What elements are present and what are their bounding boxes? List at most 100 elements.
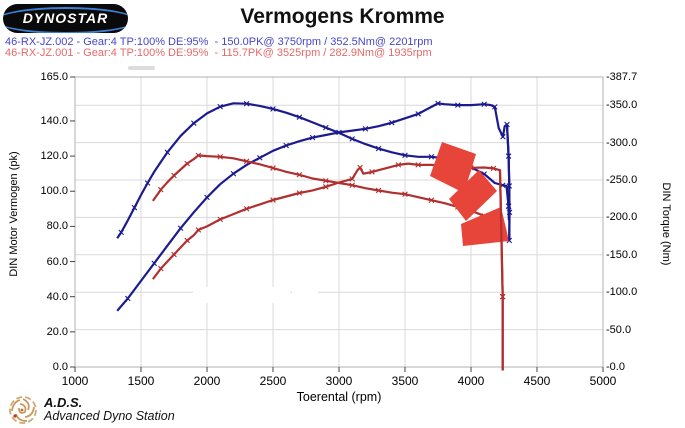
curve-marker-0 (323, 124, 329, 131)
curve-marker-1 (309, 134, 316, 141)
curve-marker-1 (491, 104, 498, 110)
y-tick-label-left: 0.0 (52, 361, 68, 373)
curve-marker-2 (323, 177, 329, 184)
y-tick-label-left: 140.0 (40, 114, 68, 127)
curve-marker-0 (375, 145, 382, 152)
y-axis-label-right: DIN Torque (Nm) (660, 182, 672, 266)
y-tick-label-left: 80.0 (46, 220, 68, 233)
curve-tail-marker-1 (505, 153, 512, 159)
x-tick-label: 2500 (259, 374, 287, 388)
y-tick-label-right: -100.0 (606, 286, 638, 299)
run-summary-001: 46-RX-JZ.001 - Gear:4 TP:100% DE:95% - 1… (5, 47, 432, 59)
curve-marker-1 (481, 101, 487, 108)
curve-marker-0 (118, 229, 124, 236)
x-tick-label: 2000 (193, 374, 221, 388)
dynostar-logo-text: DYNOSTAR (22, 10, 109, 26)
ads-full-name: Advanced Dyno Station (44, 409, 175, 423)
y-tick-label-right: -0.0 (606, 361, 625, 373)
y-tick-label-right: -200.0 (606, 211, 638, 224)
curve-marker-2 (171, 172, 177, 179)
curve-marker-0 (296, 114, 303, 120)
curve-marker-3 (217, 216, 223, 223)
curve-marker-1 (500, 133, 506, 140)
ads-swirl-icon (9, 396, 37, 424)
curve-marker-0 (144, 180, 151, 186)
x-tick-label: 4500 (523, 374, 551, 388)
y-tick-label-right: -350.0 (606, 99, 638, 112)
curve-marker-0 (164, 149, 171, 156)
curve-marker-3 (349, 176, 355, 182)
curve-marker-3 (184, 237, 190, 244)
curve-3 (152, 162, 504, 371)
curve-marker-2 (402, 191, 408, 198)
y-tick-label-right: -387.7 (606, 71, 638, 83)
curve-tail-3 (498, 170, 504, 371)
curve-marker-2 (217, 154, 223, 160)
curve-marker-2 (270, 165, 276, 171)
curve-marker-3 (195, 227, 202, 233)
page-title: Vermogens Kromme (240, 5, 445, 28)
curve-marker-1 (435, 100, 441, 107)
white-watermark-blob (352, 271, 392, 281)
curve-marker-1 (204, 194, 210, 201)
dynostar-logo: DYNOSTAR (3, 4, 128, 33)
curve-marker-3 (270, 197, 276, 203)
dynostar-arrow-watermark (461, 207, 509, 246)
curve-marker-1 (504, 121, 510, 128)
x-tick-label: 5000 (589, 374, 617, 388)
curve-1 (116, 102, 511, 312)
curve-marker-0 (217, 103, 223, 110)
x-tick-label: 1000 (61, 374, 89, 388)
y-tick-label-left: 100.0 (40, 185, 68, 198)
curve-marker-1 (336, 129, 342, 136)
curve-marker-2 (375, 187, 382, 194)
dynostar-arrow-watermark (430, 142, 476, 193)
curve-marker-3 (490, 165, 497, 172)
y-tick-label-left: 60.0 (46, 255, 68, 268)
curve-marker-2 (195, 152, 202, 159)
curve-marker-1 (362, 126, 369, 132)
curve-tail-marker-3 (499, 293, 506, 300)
y-axis-label-left: DIN Motor Vermogen (pk) (8, 151, 20, 277)
y-tick-label-left: 40.0 (46, 290, 68, 303)
x-tick-label: 3500 (391, 374, 419, 388)
curve-marker-0 (131, 204, 138, 211)
curve-marker-3 (357, 164, 363, 171)
y-tick-label-right: -300.0 (606, 136, 638, 149)
curve-marker-3 (395, 162, 402, 168)
curve-marker-3 (296, 190, 303, 196)
y-tick-label-left: 120.0 (40, 150, 68, 163)
curve-marker-2 (243, 158, 250, 165)
curve-marker-3 (369, 169, 375, 175)
curve-marker-1 (125, 295, 131, 302)
curve-marker-1 (389, 119, 395, 126)
curve-marker-1 (257, 155, 263, 161)
y-tick-label-left: 20.0 (46, 325, 68, 338)
dynostar-logo-ellipse (3, 7, 128, 33)
curve-marker-0 (428, 154, 435, 160)
curve-marker-2 (158, 186, 164, 193)
curve-marker-0 (402, 152, 408, 159)
curve-marker-3 (323, 184, 329, 190)
curve-marker-1 (230, 170, 237, 177)
curve-marker-1 (415, 111, 421, 117)
curve-tail-marker-1 (506, 209, 513, 216)
curve-marker-0 (243, 100, 250, 107)
x-tick-label: 3000 (325, 374, 353, 388)
y-tick-label-left: 165.0 (40, 71, 68, 83)
curve-marker-3 (243, 206, 250, 212)
logo-fine-print (128, 66, 155, 70)
curve-marker-3 (171, 251, 177, 258)
run-summary-002: 46-RX-JZ.002 - Gear:4 TP:100% DE:95% - 1… (5, 36, 433, 48)
y-tick-label-right: -50.0 (606, 323, 632, 336)
curve-marker-0 (349, 136, 355, 142)
curve-marker-1 (455, 102, 461, 108)
curve-marker-1 (151, 260, 157, 267)
curve-marker-2 (296, 171, 303, 178)
x-tick-label: 4000 (457, 374, 485, 388)
ads-abbreviation: A.D.S. (44, 395, 83, 410)
curve-marker-1 (177, 225, 184, 231)
curve-marker-3 (415, 162, 421, 168)
curve-marker-2 (428, 197, 435, 203)
curve-marker-3 (158, 265, 164, 272)
